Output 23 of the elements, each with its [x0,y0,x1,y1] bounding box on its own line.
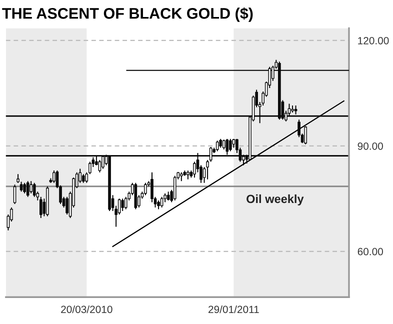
candlestick [32,182,36,198]
annotation: Oil weekly [246,194,304,206]
candlestick [13,184,16,204]
candlestick [173,175,176,201]
candlestick [26,180,30,198]
candlestick [23,182,26,194]
candlestick [222,139,226,150]
candlestick [144,182,147,196]
y-tick-label: 90.00 [358,142,383,150]
candlestick [229,138,232,152]
candlestick [216,140,219,152]
y-tick-label: 120.00 [358,36,389,44]
candlestick [121,198,124,212]
candlestick [30,180,32,194]
x-tick-label: 20/03/2010 [61,305,112,314]
candlestick [304,126,307,145]
candlestick [66,196,68,215]
y-tick-label: 60.00 [358,248,383,256]
candlestick [52,170,56,184]
chart-title: THE ASCENT OF BLACK GOLD ($) [2,7,253,22]
candlestick [98,160,102,173]
x-tick-label: 29/01/2011 [208,305,259,314]
candlestick [134,182,138,210]
